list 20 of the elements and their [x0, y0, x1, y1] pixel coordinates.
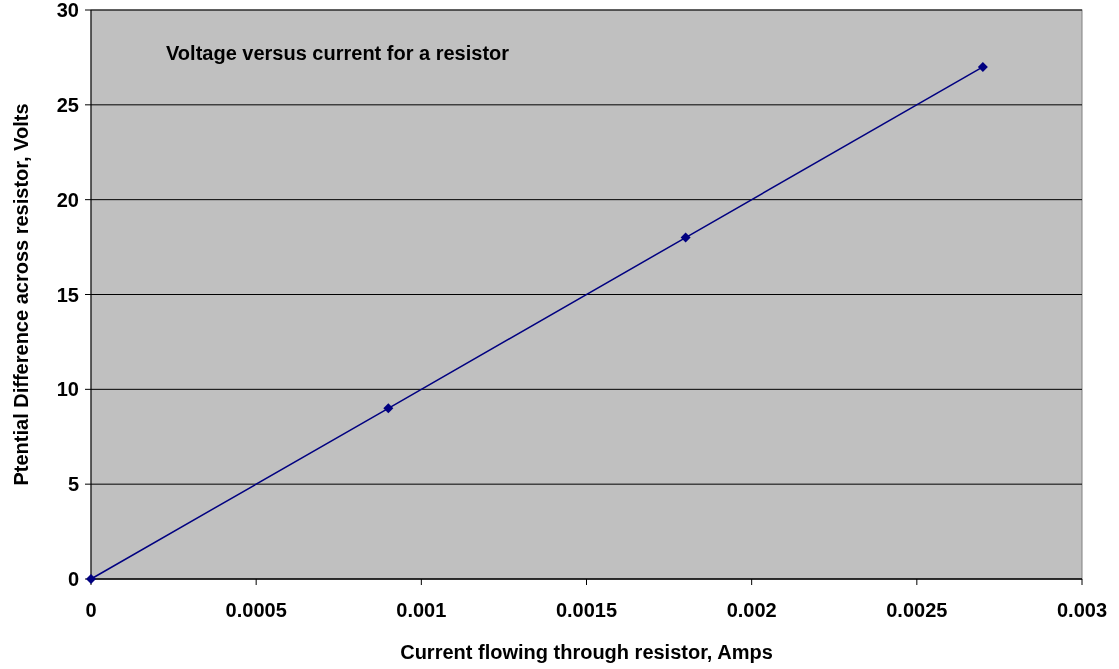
- point: [977, 61, 988, 72]
- x-tick-label: 0.002: [726, 599, 777, 621]
- y-tick-label: 10: [56, 378, 79, 401]
- y-axis-title: Ptential Difference across resistor, Volts: [10, 103, 32, 486]
- x-tick-label: 0.0015: [555, 599, 618, 621]
- x-axis-title: Current flowing through resistor, Amps: [400, 641, 773, 663]
- y-tick-label: 0: [67, 568, 79, 590]
- point: [680, 232, 691, 243]
- y-tick-label: 20: [56, 188, 79, 211]
- text: Voltage versus current for a resistor: [166, 42, 510, 64]
- y-tick-label: 25: [56, 93, 79, 116]
- y-tick-label: 5: [67, 473, 79, 496]
- x-tick-label: 0.003: [1056, 599, 1108, 621]
- x-tick-label: 0.0005: [225, 599, 287, 621]
- y-tick-label: 15: [56, 283, 79, 306]
- x-tick-label: 0.0025: [886, 599, 948, 621]
- x-tick-label: 0: [85, 599, 97, 621]
- x-tick-label: 0.001: [396, 599, 447, 621]
- point: [383, 403, 394, 414]
- y-tick-label: 30: [56, 0, 79, 21]
